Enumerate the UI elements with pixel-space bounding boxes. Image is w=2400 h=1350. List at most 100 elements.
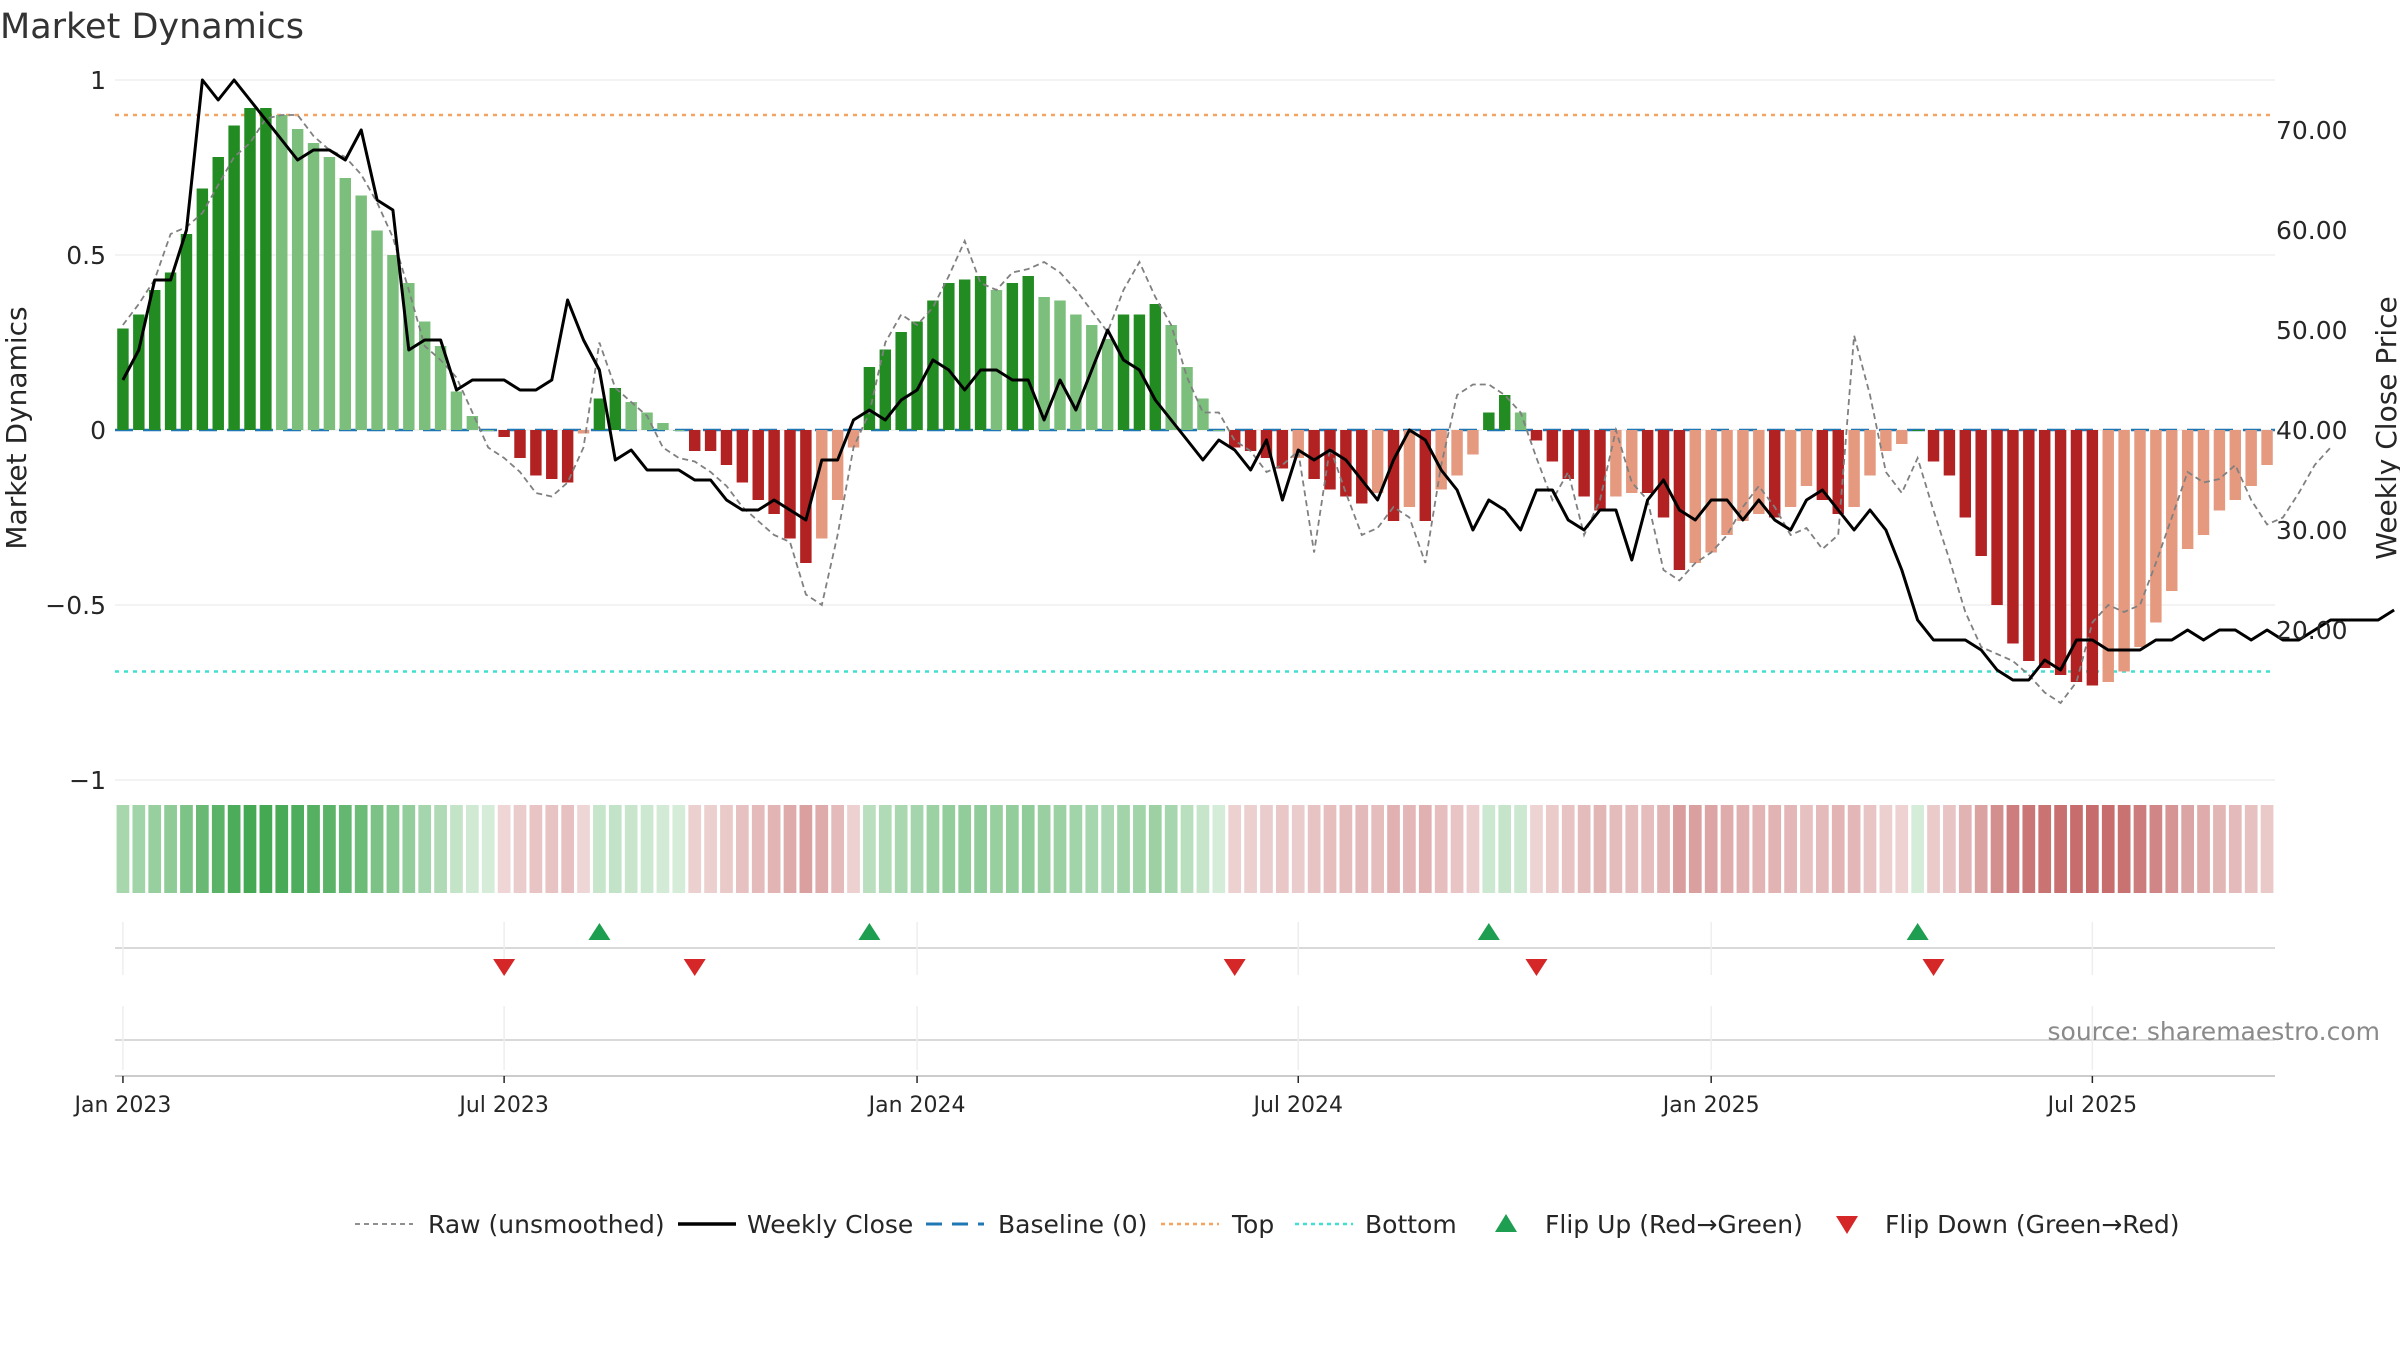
dynamics-bar [736, 430, 749, 483]
heat-cell [1164, 805, 1178, 893]
dynamics-bar [1832, 430, 1844, 514]
dynamics-bars [117, 108, 2273, 686]
legend-label: Flip Up (Red→Green) [1545, 1210, 1803, 1239]
flip-up-marker [1477, 923, 1500, 940]
flip-down-marker [683, 959, 706, 976]
heat-cell [1831, 805, 1845, 893]
dynamics-bar [498, 430, 510, 437]
heat-cell [386, 805, 400, 893]
heat-cell [736, 805, 749, 893]
left-tick-label: −0.5 [45, 591, 106, 620]
legend: Raw (unsmoothed) Weekly Close Baseline (0)… [355, 1210, 2180, 1239]
heat-cell [1720, 805, 1734, 893]
dynamics-bar [1451, 430, 1463, 476]
dynamics-bar [657, 423, 669, 430]
heat-cell [831, 805, 844, 893]
right-axis-label: Weekly Close Price [2370, 296, 2400, 559]
dynamics-bar [1562, 430, 1574, 479]
heat-cell [656, 805, 670, 893]
heat-cell [974, 805, 987, 893]
heat-cell [1006, 805, 1019, 893]
dynamics-bar [609, 388, 622, 430]
legend-label: Weekly Close [747, 1210, 913, 1239]
heat-cell [2101, 805, 2115, 893]
dynamics-bar [2197, 430, 2210, 535]
heat-cell [259, 805, 273, 893]
heat-cell [545, 805, 559, 893]
heat-cell [1847, 805, 1861, 893]
dynamics-bar [148, 290, 161, 430]
left-tick-label: 0.5 [66, 241, 106, 270]
heat-cell [1943, 805, 1956, 893]
heat-cell [370, 805, 384, 893]
left-tick-label: 0 [90, 416, 106, 445]
dynamics-bar [895, 332, 907, 430]
heat-cell [529, 805, 543, 893]
dynamics-bar [1149, 304, 1162, 430]
x-tick-label: Jan 2025 [1661, 1093, 1760, 1118]
dynamics-bar [831, 430, 844, 500]
heat-cell [1609, 805, 1623, 893]
left-tick-label: 1 [90, 66, 106, 95]
heat-cell [1514, 805, 1527, 893]
dynamics-bar [1768, 430, 1781, 518]
heat-cell [180, 805, 193, 893]
dynamics-bar [1975, 430, 1987, 556]
dynamics-bar [164, 272, 177, 430]
dynamics-bar [2229, 430, 2242, 500]
legend-label: Flip Down (Green→Red) [1885, 1210, 2180, 1239]
dynamics-bar [196, 188, 209, 430]
heat-cell [211, 805, 225, 893]
heat-cell [196, 805, 209, 893]
dynamics-bar [1403, 430, 1416, 507]
heat-cell [1276, 805, 1289, 893]
dynamics-bar [816, 430, 828, 539]
right-tick-label: 60.00 [2276, 216, 2348, 245]
flip-down-marker [1525, 959, 1548, 976]
dynamics-bar [1356, 430, 1368, 504]
legend-label: Raw (unsmoothed) [428, 1210, 665, 1239]
heat-cell [751, 805, 765, 893]
heat-cell [275, 805, 289, 893]
heat-cell [767, 805, 781, 893]
heat-cell [1784, 805, 1797, 893]
weekly-close-line [121, 78, 2395, 682]
dynamics-bar [276, 115, 288, 430]
heat-cell [1307, 805, 1321, 893]
heat-cell [2038, 805, 2052, 893]
heat-cell [1657, 805, 1670, 893]
heat-cell [1148, 805, 1162, 893]
dynamics-bar [228, 125, 240, 430]
heat-cell [926, 805, 940, 893]
dynamics-bar [180, 234, 193, 430]
dynamics-bar [1514, 412, 1527, 430]
dynamics-bar [2102, 430, 2114, 682]
dynamics-bar [1006, 283, 1019, 430]
dynamics-bar [1896, 430, 1908, 444]
heat-cell [2260, 805, 2274, 893]
dynamics-bar [1498, 395, 1511, 430]
dynamics-bar [403, 283, 415, 430]
dynamics-bar [2134, 430, 2146, 647]
dynamics-bar [784, 430, 796, 539]
dynamics-bar [1610, 430, 1622, 497]
dynamics-bar [1546, 430, 1559, 462]
dynamics-bar [1626, 430, 1638, 493]
heat-cell [1688, 805, 1702, 893]
flip-down-marker [1223, 959, 1246, 976]
dynamics-bar [1181, 367, 1193, 430]
heat-cell [942, 805, 956, 893]
dynamics-bar [1641, 430, 1654, 493]
heat-cell [1355, 805, 1369, 893]
dynamics-bar [625, 402, 637, 430]
heat-cell [307, 805, 320, 893]
dynamics-bar [1991, 430, 2003, 605]
heat-cell [1530, 805, 1543, 893]
heat-cell [1387, 805, 1400, 893]
heat-cell [1450, 805, 1464, 893]
heat-cell [1196, 805, 1210, 893]
heat-cell [624, 805, 638, 893]
heat-cell [1260, 805, 1273, 893]
dynamics-bar [2166, 430, 2178, 591]
heat-cell [481, 805, 495, 893]
